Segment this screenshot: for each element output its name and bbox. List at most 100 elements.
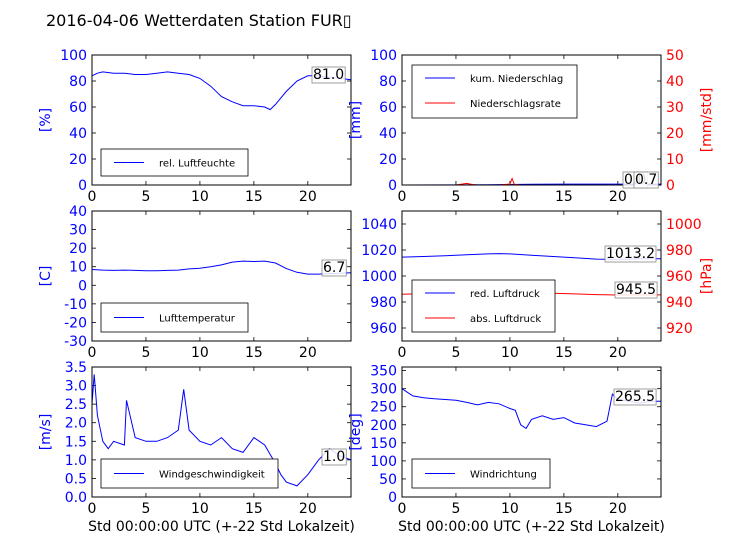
x-axis-label: Std 00:00:00 UTC (+-22 Std Lokalzeit): [88, 519, 355, 535]
x-tick-label: 0: [88, 501, 97, 517]
legend-label: Windgeschwindigkeit: [159, 470, 265, 481]
plot-frame: [401, 210, 662, 342]
y-tick-label: 0: [78, 178, 87, 194]
y-tick-label: 350: [370, 364, 397, 380]
x-tick-label: 5: [451, 501, 460, 517]
plot-frame: [91, 366, 352, 498]
y-tick-label: 100: [60, 48, 87, 64]
y-tick-label: 100: [370, 454, 397, 470]
value-annotation-box: [633, 171, 659, 189]
chart-pressure: 0 5 10 15 20 960 980 1000 1020 1040 920 940 960 980 10…: [361, 210, 715, 361]
x-tick-label: 0: [398, 501, 407, 517]
x-tick-label: 20: [299, 345, 317, 361]
y-tick-label: 1.5: [65, 434, 87, 450]
value-annotation-box: [321, 448, 347, 466]
series-line-rel-luftfeuchte: [91, 71, 352, 111]
y-tick-label: 20: [69, 152, 87, 168]
y-tick-label: 0.5: [65, 471, 87, 487]
x-tick-label: 5: [141, 501, 150, 517]
y-tick-label: 0.0: [65, 490, 87, 506]
figure-title: 2016-04-06 Wetterdaten Station FUR▯: [46, 11, 352, 30]
y-axis-label: [deg]: [348, 413, 364, 450]
plot-frame: [401, 366, 662, 498]
y-tick-label: 60: [69, 100, 87, 116]
y-tick-label: 0: [388, 178, 397, 194]
y2-tick-label: 40: [666, 74, 684, 90]
value-annotation-box: [614, 281, 658, 299]
y2-tick-label: 960: [666, 269, 693, 285]
x-tick-label: 10: [191, 501, 209, 517]
x-tick-label: 20: [609, 345, 627, 361]
value-annotation: 1013.2: [606, 246, 655, 262]
legend: kum. Niederschlag Niederschlagsrate: [411, 64, 578, 119]
legend-label: Windrichtung: [470, 470, 537, 481]
y2-tick-label: 920: [666, 321, 693, 337]
plot-frame: [401, 54, 662, 186]
legend: Windgeschwindigkeit: [100, 458, 279, 489]
y-axis-label: [m/s]: [38, 414, 54, 451]
y-tick-label: 100: [370, 48, 397, 64]
y-tick-label: 3.0: [65, 379, 87, 395]
y-tick-label: 0: [78, 278, 87, 294]
x-tick-label: 10: [191, 189, 209, 205]
y-tick-label: -10: [64, 297, 87, 313]
series-line-lufttemperatur: [91, 260, 352, 275]
y-tick-label: 200: [370, 418, 397, 434]
y-tick-label: 3.5: [65, 360, 87, 376]
series-line-windgeschwindigkeit: [91, 374, 352, 487]
value-annotation: 1.0: [323, 449, 345, 465]
y2-tick-label: 0: [666, 178, 675, 194]
y2-tick-label: 940: [666, 295, 693, 311]
x-tick-label: 5: [451, 345, 460, 361]
y-tick-label: 960: [370, 321, 397, 337]
y-tick-label: 0: [388, 490, 397, 506]
chart-humidity: 0 5 10 15 20 0 20 40 60 80 100 [%] rel. Luftfeuchte 8…: [38, 48, 352, 205]
y2-tick-label: 50: [666, 48, 684, 64]
legend: Windrichtung: [411, 458, 551, 489]
legend: red. Luftdruck abs. Luftdruck: [411, 279, 556, 333]
x-tick-label: 0: [88, 189, 97, 205]
x-tick-label: 10: [501, 345, 519, 361]
value-annotation: 945.5: [616, 282, 656, 298]
x-tick-label: 5: [451, 189, 460, 205]
legend-label: rel. Luftfeuchte: [159, 159, 235, 170]
y-tick-label: 2.5: [65, 397, 87, 413]
chart-windspeed: 0 5 10 15 20 0.0 0.5 1.0 1.5 2.0 2.5 3.0 3.5 [m/s] Std…: [38, 360, 355, 535]
y-tick-label: -20: [64, 315, 87, 331]
y-axis-label: [C]: [38, 266, 54, 287]
y2-tick-label: 10: [666, 152, 684, 168]
x-tick-label: 0: [398, 345, 407, 361]
y-tick-label: 20: [69, 241, 87, 257]
plot-frame: [91, 54, 352, 186]
x-tick-label: 10: [501, 189, 519, 205]
legend-label: Lufttemperatur: [159, 314, 236, 325]
value-annotation-box: [321, 259, 347, 277]
value-annotation: 6.7: [323, 260, 345, 276]
y-axis-label: [%]: [38, 108, 54, 132]
x-tick-label: 5: [141, 189, 150, 205]
y-tick-label: 300: [370, 382, 397, 398]
x-tick-label: 20: [299, 189, 317, 205]
chart-temperature: 0 5 10 15 20 -30 -20 -10 0 10 20 30 40 [C] Lufttempera…: [38, 204, 352, 361]
legend-label: red. Luftdruck: [470, 289, 540, 300]
legend-label: kum. Niederschlag: [470, 74, 563, 85]
x-tick-label: 5: [141, 345, 150, 361]
plot-frame: [91, 210, 352, 342]
y-tick-label: 1020: [361, 243, 397, 259]
x-tick-label: 15: [555, 189, 573, 205]
legend-label: abs. Luftdruck: [470, 314, 541, 325]
value-annotation: 0.7: [635, 172, 657, 188]
y2-axis-label: [hPa]: [699, 258, 715, 294]
y-tick-label: 40: [69, 204, 87, 220]
y-tick-label: 250: [370, 400, 397, 416]
value-annotation: 81.0: [313, 67, 344, 83]
x-tick-label: 0: [88, 345, 97, 361]
y-tick-label: 1040: [361, 217, 397, 233]
x-tick-label: 10: [191, 345, 209, 361]
value-annotation: 265.5: [615, 389, 655, 405]
x-tick-label: 15: [245, 189, 263, 205]
legend-box: [411, 64, 578, 119]
y-tick-label: 1000: [361, 269, 397, 285]
